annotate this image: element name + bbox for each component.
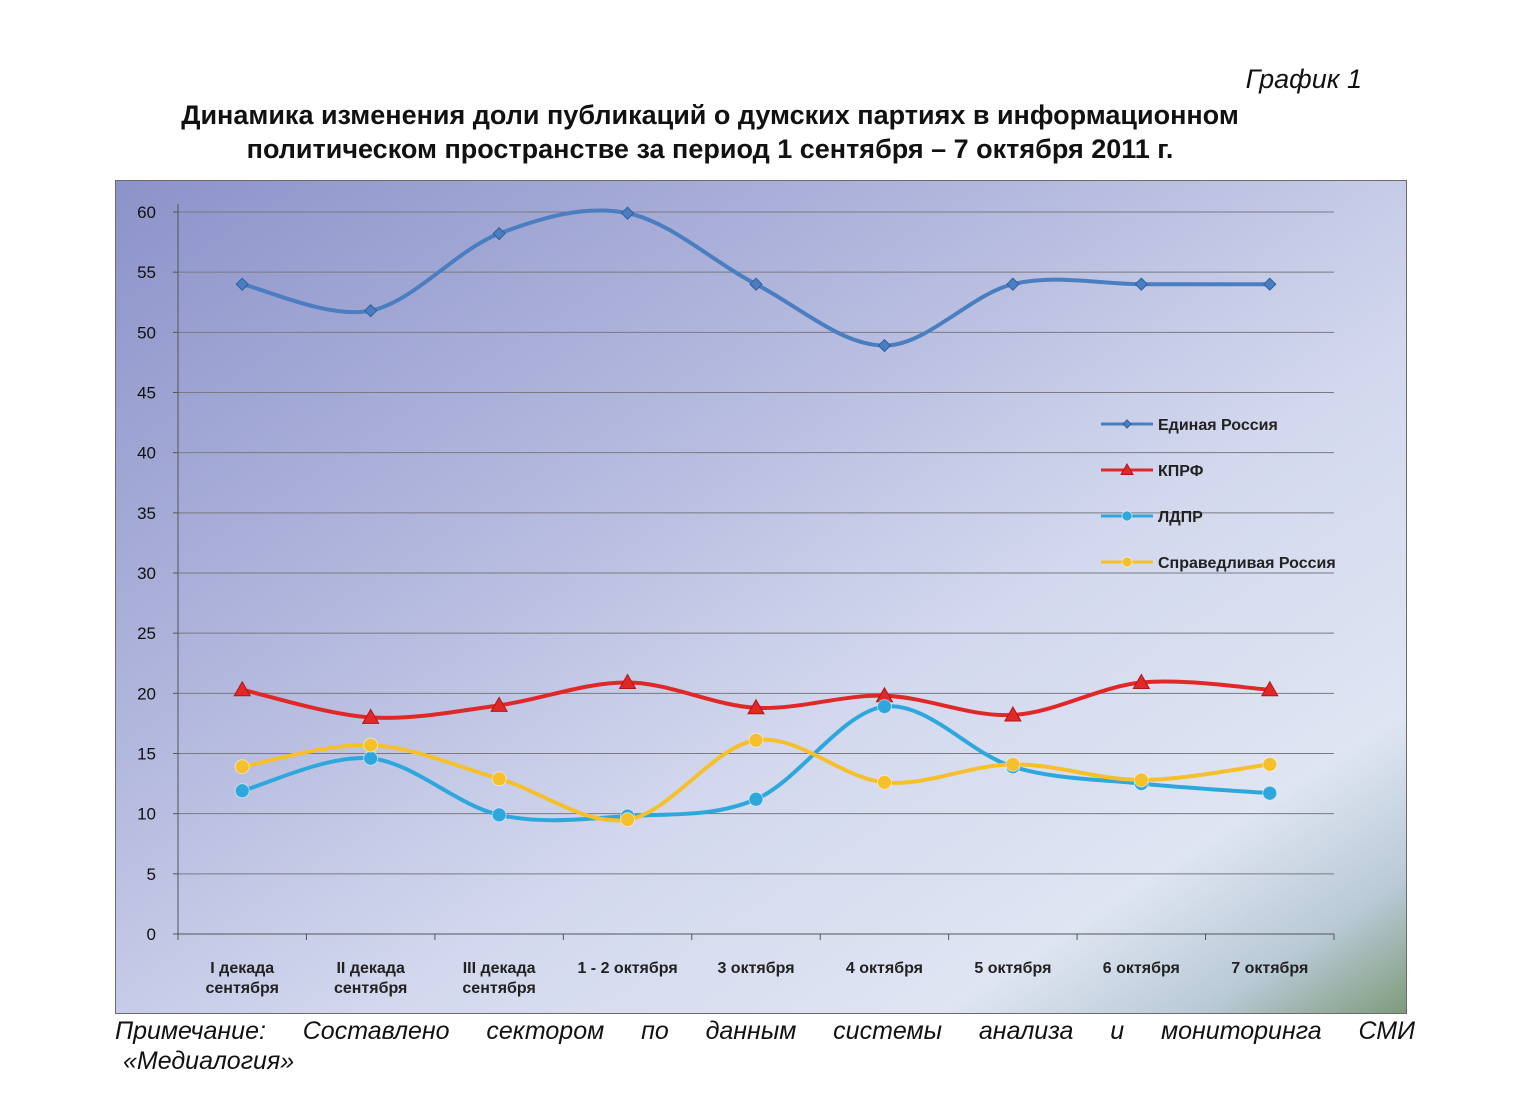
graph-number-label: График 1	[1245, 64, 1362, 94]
x-category-label: 4 октября	[846, 960, 923, 977]
y-tick-label: 5	[147, 865, 156, 884]
data-point	[491, 807, 507, 823]
y-tick-label: 10	[137, 805, 156, 824]
data-point	[492, 226, 506, 241]
data-point	[1004, 705, 1022, 722]
data-point	[235, 277, 249, 291]
line-chart: 0 5 10 15 20 25 30 35 40 45 50 55 60 I декада сентября…	[116, 181, 1406, 1013]
legend-label: КПРФ	[1158, 463, 1204, 480]
x-category-label-line: сентября	[334, 980, 407, 997]
data-point	[1005, 756, 1021, 772]
y-tick-label: 15	[137, 745, 156, 764]
data-point	[620, 206, 635, 220]
x-category-label: 1 - 2 октября	[577, 960, 677, 977]
x-category-label-line: 4 октября	[846, 960, 923, 977]
data-point	[363, 750, 379, 766]
data-point	[877, 338, 892, 353]
x-category-label-line: III декада	[463, 960, 536, 977]
data-point	[618, 673, 637, 690]
legend-marker	[1122, 419, 1132, 429]
x-category-label: 6 октября	[1103, 960, 1180, 977]
data-point	[749, 277, 763, 291]
data-point	[361, 708, 380, 724]
y-tick-label: 30	[137, 564, 156, 583]
data-point	[490, 696, 508, 712]
y-tick-label: 20	[137, 684, 156, 703]
y-tick-label: 0	[147, 925, 156, 944]
data-point	[1263, 277, 1277, 291]
data-point	[363, 303, 378, 318]
legend-label: Единая Россия	[1158, 417, 1278, 434]
y-tick-label: 60	[137, 203, 156, 222]
chart-title-line-2: политическом пространстве за период 1 се…	[246, 134, 1174, 164]
data-point	[748, 791, 764, 807]
x-category-label: III декада сентября	[462, 960, 535, 997]
data-point	[620, 812, 636, 828]
data-point	[747, 698, 765, 715]
x-category-label-line: I декада	[210, 960, 274, 977]
x-category-label-line: 3 октября	[717, 960, 794, 977]
data-point	[1133, 772, 1149, 788]
legend-label: ЛДПР	[1158, 509, 1203, 526]
data-point	[234, 759, 250, 775]
x-category-label-line: 6 октября	[1103, 960, 1180, 977]
x-category-label-line: 5 октября	[974, 960, 1051, 977]
x-category-label-line: сентября	[462, 980, 535, 997]
legend-marker	[1121, 556, 1133, 568]
x-category-label-line: 1 - 2 октября	[577, 960, 677, 977]
chart-title: Динамика изменения доли публикаций о дум…	[120, 98, 1300, 166]
data-point	[1260, 680, 1279, 697]
y-tick-label: 25	[137, 624, 156, 643]
data-point	[1134, 277, 1149, 291]
data-point	[876, 774, 892, 790]
data-point	[233, 680, 252, 697]
y-tick-label: 40	[137, 444, 156, 463]
legend-label: Справедливая Россия	[1158, 555, 1336, 572]
data-point	[491, 771, 507, 787]
x-category-label: II декада сентября	[334, 960, 407, 997]
x-category-label: 3 октября	[717, 960, 794, 977]
y-tick-label: 35	[137, 504, 156, 523]
data-point	[1262, 785, 1278, 801]
data-point	[1132, 673, 1151, 690]
y-tick-label: 50	[137, 323, 156, 342]
x-category-label-line: сентября	[206, 980, 279, 997]
legend-marker	[1120, 462, 1134, 475]
y-tick-label: 45	[137, 384, 156, 403]
x-category-label-line: 7 октября	[1231, 960, 1308, 977]
x-category-label: I декада сентября	[206, 960, 279, 997]
source-note-line-1: Примечание: Составлено сектором по данны…	[115, 1017, 1415, 1045]
y-tick-label: 55	[137, 263, 156, 282]
source-note-line-2: «Медиалогия»	[123, 1047, 295, 1075]
data-point	[876, 699, 892, 715]
legend-marker	[1121, 510, 1133, 522]
data-point	[234, 783, 250, 799]
data-point	[748, 732, 764, 748]
data-point	[363, 737, 379, 753]
x-category-label: 7 октября	[1231, 960, 1308, 977]
data-point	[1006, 277, 1020, 291]
x-category-label-line: II декада	[336, 960, 404, 977]
x-category-label: 5 октября	[974, 960, 1051, 977]
data-point	[1262, 756, 1278, 772]
chart-title-line-1: Динамика изменения доли публикаций о дум…	[181, 100, 1239, 130]
chart-area: 0 5 10 15 20 25 30 35 40 45 50 55 60 I декада сентября…	[115, 180, 1407, 1014]
source-note: Примечание: Составлено сектором по данны…	[115, 1016, 1415, 1076]
